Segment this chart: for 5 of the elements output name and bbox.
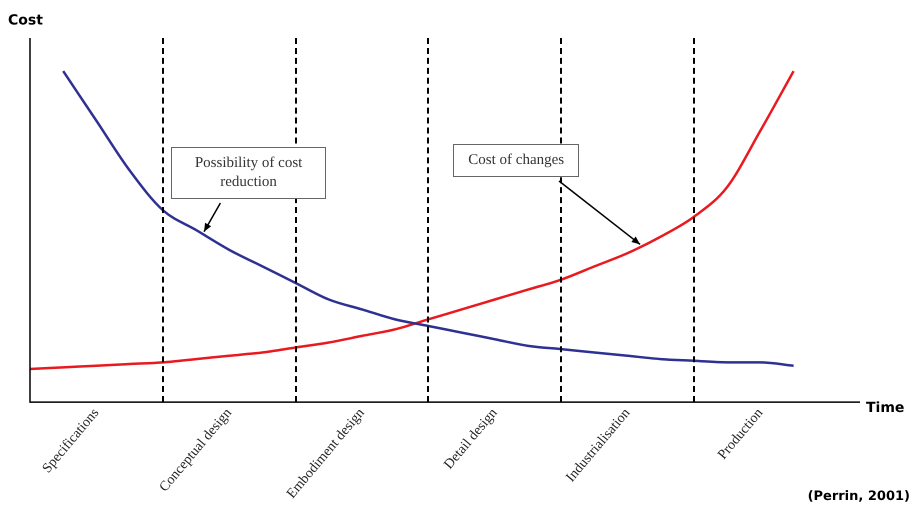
text: (Perrin, 2001) — [808, 488, 910, 504]
callout-box: Cost of changes — [453, 144, 580, 177]
callout-box: Possibility of cost reduction — [171, 147, 326, 200]
y-axis-title: Cost — [8, 12, 44, 29]
x-axis-title: Time — [866, 400, 904, 416]
